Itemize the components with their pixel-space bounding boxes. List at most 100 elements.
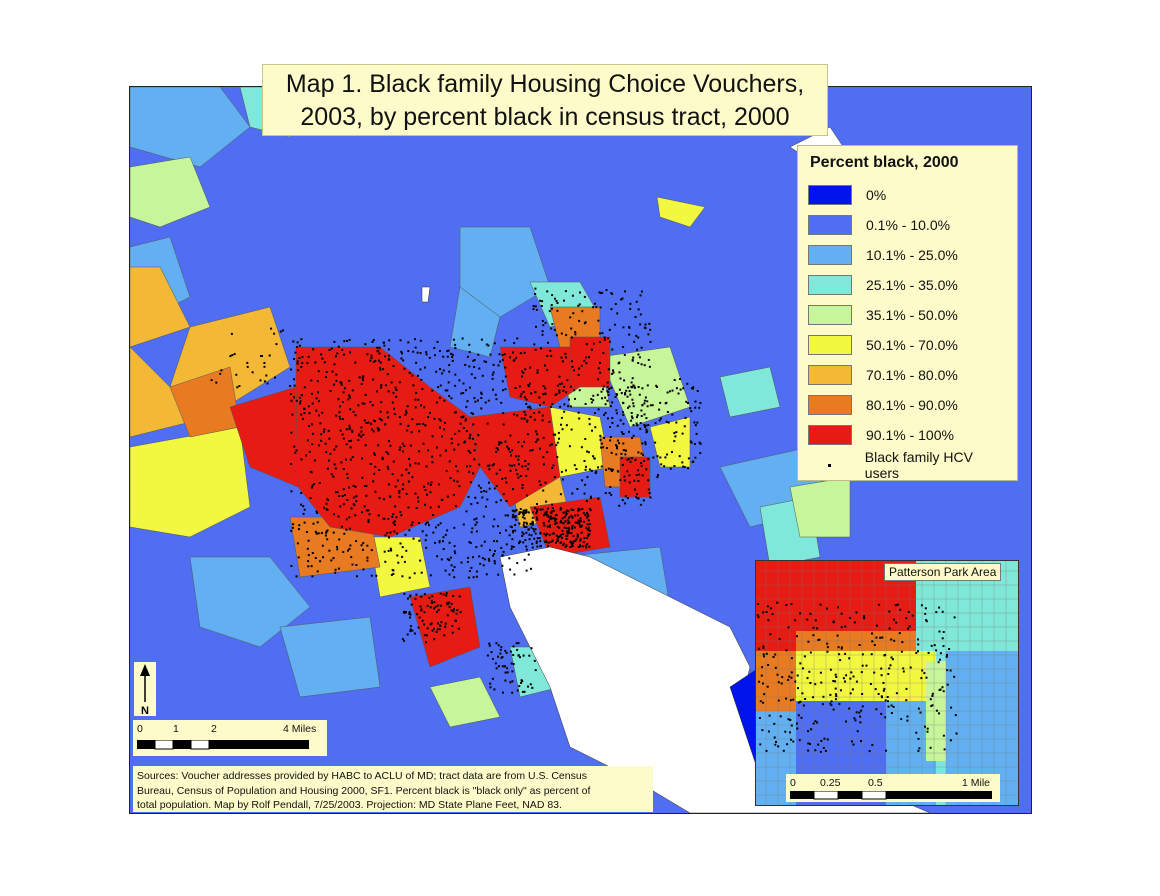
hcv-user-point [512,413,515,416]
inset-hcv-user-point [845,720,847,723]
hcv-user-point [504,388,507,391]
hcv-user-point [398,448,401,451]
hcv-user-point [384,423,387,426]
hcv-user-point [439,592,442,595]
hcv-user-point [512,529,514,532]
hcv-user-point [392,365,395,367]
inset-hcv-user-point [816,627,818,630]
hcv-user-point [405,411,408,414]
hcv-user-point [485,343,488,346]
hcv-user-point [435,401,438,404]
hcv-user-point [438,483,440,486]
hcv-user-point [513,359,516,362]
hcv-user-point [635,496,638,498]
hcv-user-point [696,390,699,392]
inset-hcv-user-point [772,656,775,658]
hcv-user-point [529,522,532,525]
hcv-user-point [263,365,266,368]
hcv-user-point [348,440,351,442]
hcv-user-point [471,527,474,530]
inset-hcv-user-point [899,608,902,611]
hcv-user-point [628,326,631,329]
inset-hcv-user-point [812,626,815,629]
hcv-user-point [307,554,310,557]
hcv-user-point [610,386,613,389]
hcv-user-point [417,398,420,401]
hcv-user-point [399,511,402,514]
inset-hcv-user-point [949,739,952,742]
hcv-user-point [439,624,442,627]
hcv-user-point [581,479,584,482]
hcv-user-point [690,410,693,413]
hcv-user-point [494,393,497,396]
hcv-user-point [668,390,671,393]
hcv-user-point [450,442,453,445]
hcv-user-point [319,422,322,425]
hcv-user-point [673,432,676,435]
hcv-user-point [644,323,647,326]
hcv-user-point [416,351,419,354]
hcv-user-point [509,525,512,528]
hcv-user-point [502,550,505,553]
hcv-user-point [334,568,337,571]
hcv-user-point [293,378,295,381]
hcv-user-point [448,460,451,463]
hcv-user-point [494,550,496,553]
hcv-user-point [415,391,418,394]
hcv-user-point [495,667,498,670]
hcv-user-point [311,392,313,395]
hcv-user-point [290,565,293,567]
hcv-user-point [470,566,473,569]
inset-hcv-user-point [905,617,908,620]
inset-hcv-user-point [765,652,768,655]
hcv-user-point [342,391,345,394]
hcv-user-point [407,480,410,483]
hcv-user-point [408,457,411,460]
hcv-user-point [572,535,575,538]
hcv-user-point [307,560,310,563]
hcv-user-point [447,381,450,384]
hcv-user-point [555,334,558,337]
hcv-user-point [528,382,531,385]
hcv-user-point [434,354,436,357]
hcv-user-point [565,334,568,337]
hcv-user-point [631,398,634,401]
hcv-user-point [419,339,422,342]
hcv-user-point [423,634,426,637]
hcv-user-point [561,529,564,532]
hcv-user-point [414,398,417,401]
hcv-user-point [633,479,636,482]
hcv-user-point [560,534,562,537]
hcv-user-point [403,560,406,563]
hcv-user-point [361,377,364,380]
hcv-user-point [562,543,565,546]
hcv-user-point [580,364,583,367]
hcv-user-point [355,540,358,543]
hcv-user-point [423,593,426,596]
hcv-user-point [435,631,438,633]
hcv-user-point [387,549,390,552]
hcv-user-point [567,529,570,532]
hcv-user-point [370,574,373,577]
hcv-user-point [579,545,582,548]
inset-hcv-user-point [820,739,823,742]
hcv-user-point [523,558,526,561]
hcv-user-point [296,362,299,365]
hcv-user-point [640,464,643,467]
hcv-user-point [367,521,370,523]
hcv-user-point [675,387,678,390]
hcv-user-point [551,323,554,326]
hcv-user-point [515,642,518,645]
inset-hcv-user-point [931,695,934,697]
hcv-user-point [555,444,558,447]
hcv-user-point [546,354,549,357]
hcv-user-point [480,544,483,547]
hcv-user-point [648,492,651,494]
hcv-user-point [465,430,468,433]
hcv-user-point [687,467,689,470]
hcv-user-point [552,433,555,436]
hcv-user-point [420,571,423,574]
hcv-user-point [522,524,525,526]
inset-hcv-user-point [861,664,864,667]
hcv-user-point [518,685,521,688]
